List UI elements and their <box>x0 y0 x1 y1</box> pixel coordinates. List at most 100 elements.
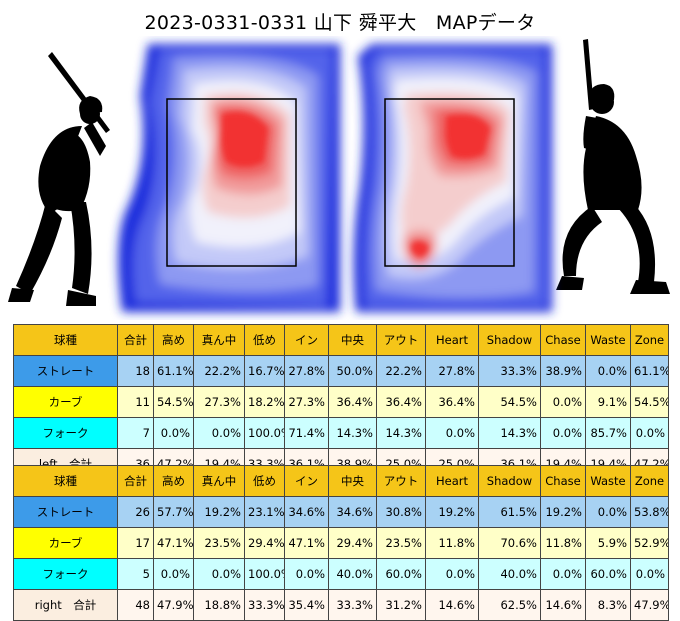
stat-cell: 0.0% <box>630 417 669 449</box>
stat-cell: 35.4% <box>284 589 329 621</box>
stat-cell: 62.5% <box>478 589 541 621</box>
header-cell: イン <box>284 465 329 497</box>
stat-cell: 23.5% <box>376 527 426 559</box>
page-title: 2023-0331-0331 山下 舜平大 MAPデータ <box>144 12 536 34</box>
header-cell: アウト <box>376 324 426 356</box>
header-cell: 中央 <box>328 465 377 497</box>
heatmap-area <box>8 39 670 312</box>
stat-cell: 40.0% <box>478 558 541 590</box>
stat-cell: 22.2% <box>193 355 245 387</box>
stat-cell: 0.0% <box>193 558 245 590</box>
stat-cell: 36.4% <box>425 386 479 418</box>
pitch-type-label: カーブ <box>13 527 118 559</box>
header-cell: 低め <box>244 324 285 356</box>
header-cell: 合計 <box>117 465 154 497</box>
stat-cell: 40.0% <box>328 558 377 590</box>
right-batter-silhouette <box>556 39 670 294</box>
stat-cell: 85.7% <box>585 417 631 449</box>
stat-cell: 71.4% <box>284 417 329 449</box>
stat-cell: 0.0% <box>540 417 586 449</box>
header-cell: Shadow <box>478 465 541 497</box>
stat-cell: 0.0% <box>540 386 586 418</box>
header-cell: Chase <box>540 465 586 497</box>
stat-cell: 27.3% <box>193 386 245 418</box>
stat-cell: 18.2% <box>244 386 285 418</box>
stat-cell: 5.9% <box>585 527 631 559</box>
stat-cell: 48 <box>117 589 154 621</box>
stat-cell: 14.6% <box>540 589 586 621</box>
stat-cell: 70.6% <box>478 527 541 559</box>
header-cell: 高め <box>153 465 194 497</box>
stat-cell: 0.0% <box>425 558 479 590</box>
stat-cell: 47.9% <box>630 589 669 621</box>
stat-cell: 19.2% <box>425 496 479 528</box>
stat-cell: 11.8% <box>425 527 479 559</box>
table-row-curve: カーブ 11 54.5% 27.3% 18.2% 27.3% 36.4% 36.4% 36.4%… <box>13 386 669 418</box>
stat-cell: 14.3% <box>376 417 426 449</box>
stat-cell: 17 <box>117 527 154 559</box>
header-cell: 球種 <box>13 324 118 356</box>
header-cell: 高め <box>153 324 194 356</box>
stat-cell: 47.1% <box>153 527 194 559</box>
header-cell: 合計 <box>117 324 154 356</box>
stat-cell: 34.6% <box>328 496 377 528</box>
stat-cell: 36.4% <box>376 386 426 418</box>
table-row-fork: フォーク70.0%0.0%100.0%71.4%14.3%14.3%0.0%14… <box>13 417 669 449</box>
stat-cell: 61.1% <box>153 355 194 387</box>
stat-cell: 36.4% <box>328 386 377 418</box>
stat-cell: 0.0% <box>585 355 631 387</box>
stat-cell: 0.0% <box>425 417 479 449</box>
table-row-straight: ストレート 26 57.7% 19.2% 23.1% 34.6% 34.6% 30.8% 19.… <box>13 496 669 528</box>
right-stats-table: 球種 合計 高め 真ん中 低め イン 中央 アウト Heart Shadow Chase Waste Z… <box>13 465 669 621</box>
left-strike-zone <box>166 98 297 267</box>
header-cell: Waste <box>585 465 631 497</box>
stat-cell: 54.5% <box>630 386 669 418</box>
stat-cell: 33.3% <box>244 589 285 621</box>
stat-cell: 29.4% <box>244 527 285 559</box>
header-cell: Heart <box>425 465 479 497</box>
stat-cell: 60.0% <box>585 558 631 590</box>
stat-cell: 0.0% <box>585 496 631 528</box>
stat-cell: 0.0% <box>153 558 194 590</box>
stat-cell: 61.1% <box>630 355 669 387</box>
stat-cell: 11 <box>117 386 154 418</box>
pitch-type-label: フォーク <box>13 558 118 590</box>
pitch-type-label: right 合計 <box>13 589 118 621</box>
stat-cell: 60.0% <box>376 558 426 590</box>
stat-cell: 34.6% <box>284 496 329 528</box>
stat-cell: 57.7% <box>153 496 194 528</box>
header-cell: Zone <box>630 324 669 356</box>
stat-cell: 16.7% <box>244 355 285 387</box>
stat-cell: 27.8% <box>284 355 329 387</box>
table-row-fork: フォーク50.0%0.0%100.0%0.0%40.0%60.0%0.0%40.… <box>13 558 669 590</box>
header-cell: 真ん中 <box>193 324 245 356</box>
stat-cell: 54.5% <box>478 386 541 418</box>
header-cell: アウト <box>376 465 426 497</box>
table-row-total: right 合計 48 47.9% 18.8% 33.3% 35.4% 33.3% 31.2%… <box>13 589 669 621</box>
stat-cell: 54.5% <box>153 386 194 418</box>
stat-cell: 18.8% <box>193 589 245 621</box>
right-strike-zone <box>384 98 515 267</box>
stat-cell: 26 <box>117 496 154 528</box>
stat-cell: 0.0% <box>540 558 586 590</box>
header-cell: イン <box>284 324 329 356</box>
header-cell: Zone <box>630 465 669 497</box>
stat-cell: 61.5% <box>478 496 541 528</box>
stat-cell: 0.0% <box>193 417 245 449</box>
table-header-row: 球種 合計 高め 真ん中 低め イン 中央 アウト Heart Shadow Chase Waste Z… <box>13 465 669 497</box>
stat-cell: 14.3% <box>478 417 541 449</box>
stat-cell: 14.3% <box>328 417 377 449</box>
header-cell: Shadow <box>478 324 541 356</box>
header-cell: Chase <box>540 324 586 356</box>
stat-cell: 8.3% <box>585 589 631 621</box>
stat-cell: 19.2% <box>193 496 245 528</box>
left-batter-silhouette <box>8 52 110 306</box>
stat-cell: 23.5% <box>193 527 245 559</box>
stat-cell: 7 <box>117 417 154 449</box>
header-cell: 中央 <box>328 324 377 356</box>
stat-cell: 9.1% <box>585 386 631 418</box>
stat-cell: 53.8% <box>630 496 669 528</box>
left-stats-table: 球種 合計 高め 真ん中 低め イン 中央 アウト Heart Shadow Chase Waste Z… <box>13 324 669 480</box>
stat-cell: 19.2% <box>540 496 586 528</box>
stat-cell: 22.2% <box>376 355 426 387</box>
